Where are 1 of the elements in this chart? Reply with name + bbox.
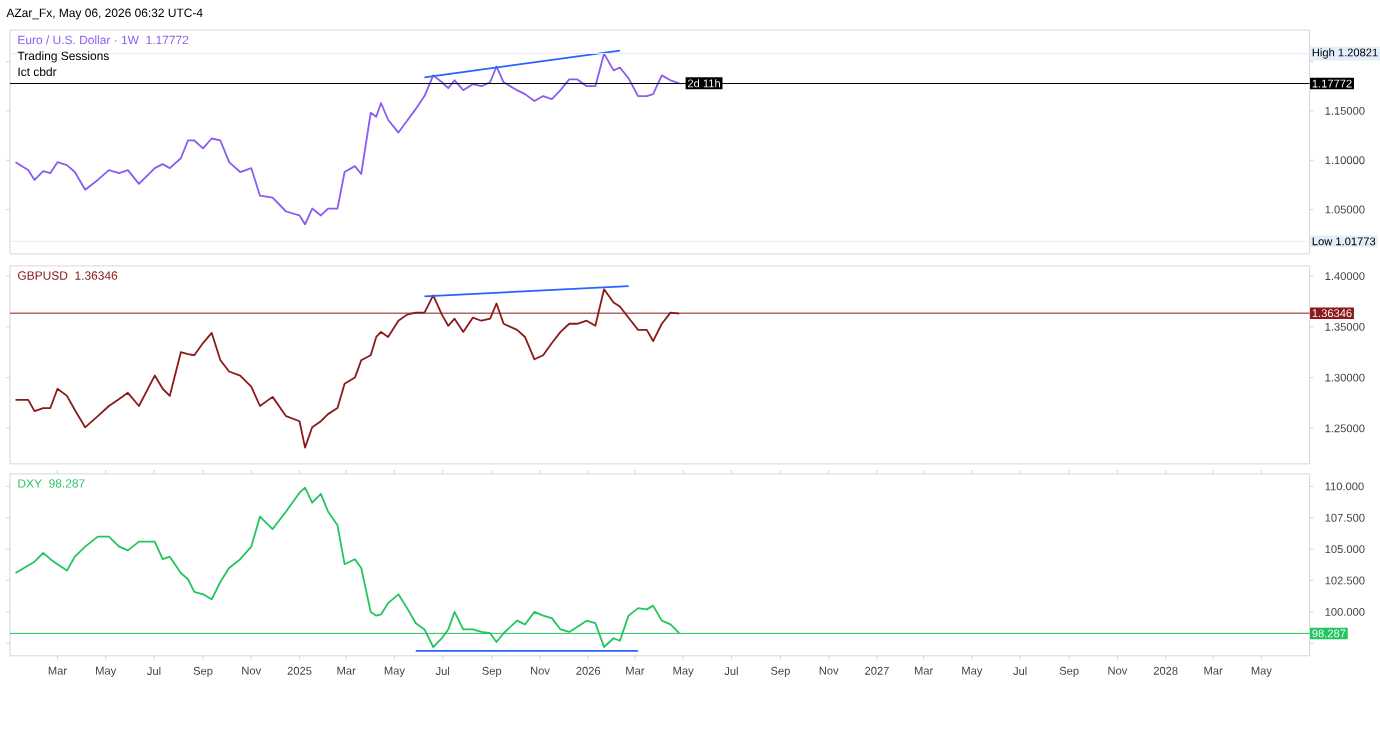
line-series [14,52,681,226]
